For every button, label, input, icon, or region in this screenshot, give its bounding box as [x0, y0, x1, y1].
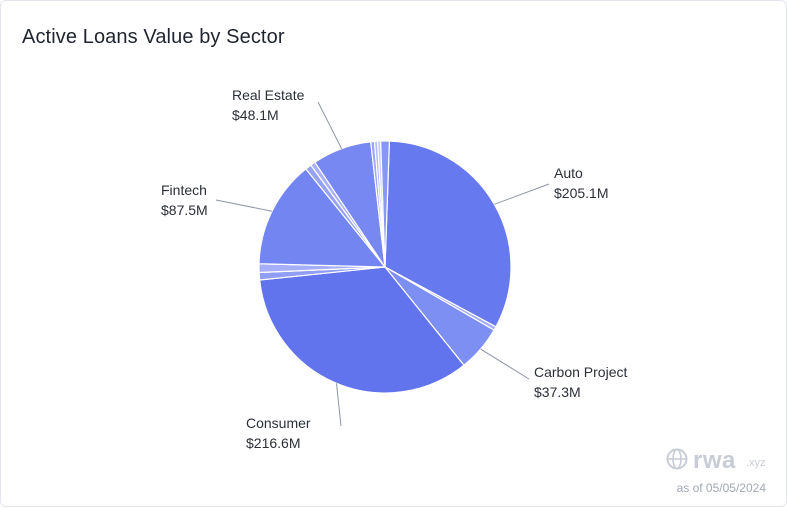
globe-icon — [666, 448, 688, 470]
slice-label: Real Estate — [232, 87, 305, 103]
leader-line — [335, 383, 342, 427]
slice-value-label: $205.1M — [554, 185, 608, 201]
slice-value-label: $37.3M — [534, 384, 581, 400]
chart-title: Active Loans Value by Sector — [22, 26, 285, 48]
slice-label: Auto — [554, 165, 583, 181]
leader-line — [494, 183, 550, 205]
leader-line — [480, 348, 530, 380]
watermark-brand: rwa — [693, 447, 736, 474]
slice-value-label: $48.1M — [232, 107, 279, 123]
pie-slice-consumer[interactable] — [259, 266, 465, 394]
slice-label: Carbon Project — [534, 364, 627, 380]
watermark-suffix: .xyz — [746, 457, 766, 469]
slice-value-label: $87.5M — [161, 202, 208, 218]
pie-slice-minor-13[interactable] — [380, 140, 391, 268]
slice-value-label: $216.6M — [246, 435, 300, 451]
as-of-date: as of 05/05/2024 — [676, 481, 766, 495]
leader-line — [215, 199, 273, 212]
slice-label: Fintech — [161, 182, 207, 198]
leader-line — [317, 101, 343, 149]
slice-label: Consumer — [246, 415, 311, 431]
